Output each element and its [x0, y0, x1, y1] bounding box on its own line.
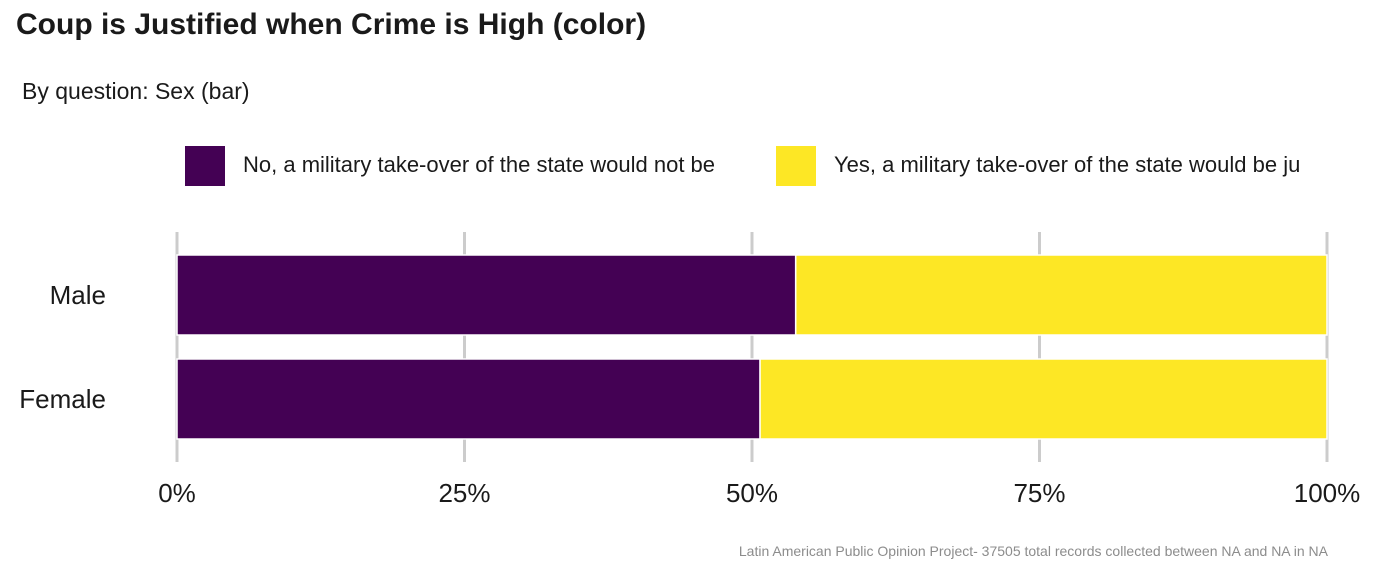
- legend-swatch-yes: [776, 146, 816, 186]
- category-label-male: Male: [50, 280, 106, 310]
- bar-male-series-1: [794, 254, 1328, 336]
- legend: No, a military take-over of the state wo…: [0, 146, 1400, 186]
- legend-label-no: No, a military take-over of the state wo…: [243, 152, 716, 177]
- x-tick-label-0: 0%: [158, 478, 196, 508]
- bar-male-series-0: [176, 254, 797, 336]
- category-label-female: Female: [19, 384, 106, 414]
- legend-swatch-no: [185, 146, 225, 186]
- chart-subtitle: By question: Sex (bar): [22, 78, 250, 104]
- x-tick-label-2: 50%: [726, 478, 778, 508]
- bar-female-series-1: [759, 358, 1328, 440]
- chart-title: Coup is Justified when Crime is High (co…: [16, 8, 647, 41]
- legend-label-yes: Yes, a military take-over of the state w…: [834, 152, 1301, 177]
- chart-caption: Latin American Public Opinion Project- 3…: [738, 543, 1328, 559]
- x-tick-label-4: 100%: [1294, 478, 1361, 508]
- x-tick-label-3: 75%: [1013, 478, 1065, 508]
- x-tick-label-1: 25%: [438, 478, 490, 508]
- bar-female-series-0: [176, 358, 761, 440]
